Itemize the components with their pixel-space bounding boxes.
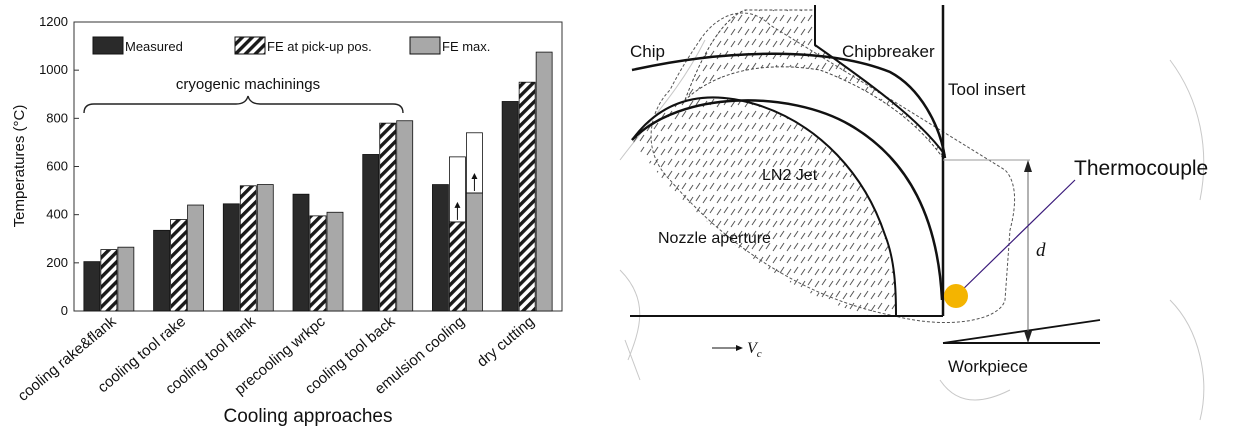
bar-1-2	[239, 185, 257, 312]
y-tick-label: 600	[46, 159, 68, 174]
bar-2-4	[396, 120, 414, 312]
bar-0-6	[501, 101, 519, 312]
label-workpiece: Workpiece	[948, 357, 1028, 376]
bar-0-3	[292, 193, 310, 312]
thermocouple-leader	[955, 179, 1076, 297]
velocity-arrow-head	[736, 345, 743, 351]
y-tick-label: 0	[61, 303, 68, 318]
y-tick-label: 1200	[39, 14, 68, 29]
bar-0-1	[153, 229, 170, 312]
label-chipbreaker: Chipbreaker	[842, 42, 935, 61]
legend-label-measured: Measured	[125, 39, 183, 54]
label-velocity: Vc	[747, 340, 762, 360]
chip-lower-edge	[631, 99, 944, 301]
bar-1-1	[170, 219, 187, 312]
thermocouple-marker	[944, 284, 968, 308]
cryogenic-annotation: cryogenic machinings	[176, 76, 320, 93]
range-box-2	[466, 132, 483, 194]
y-tick-label: 200	[46, 255, 68, 270]
dimension-arrow-bottom	[1024, 331, 1032, 343]
bar-2-5	[466, 192, 483, 312]
range-arrowhead-2	[471, 172, 478, 179]
ln2-jet-region	[632, 97, 896, 316]
bar-0-5	[432, 184, 449, 312]
legend-label-fe-pickup: FE at pick-up pos.	[267, 39, 372, 54]
bar-group	[83, 51, 553, 312]
y-tick-label: 1000	[39, 62, 68, 77]
bar-2-0	[117, 246, 135, 312]
nozzle-dashed-outline	[650, 12, 1015, 324]
legend-swatch-fe-max	[409, 36, 441, 55]
bar-2-2	[256, 184, 274, 312]
label-chip: Chip	[630, 42, 665, 61]
cryogenic-brace	[83, 95, 404, 114]
y-tick-label: 800	[46, 110, 68, 125]
label-distance-d: d	[1036, 240, 1046, 261]
bar-2-3	[326, 211, 344, 312]
dimension-arrow-top	[1024, 160, 1032, 172]
bar-1-6	[518, 81, 536, 312]
y-axis-ticks: 0 200 400 600 800 1000 1200	[39, 14, 79, 318]
bar-0-0	[83, 261, 101, 312]
legend-swatch-measured	[92, 36, 124, 55]
x-axis-label: Cooling approaches	[223, 406, 392, 427]
bar-2-1	[187, 204, 204, 312]
legend-swatch-fe-pickup	[234, 36, 266, 55]
chipbreaker-outline	[814, 5, 946, 156]
cutting-diagram: Chip Chipbreaker Tool insert Thermocoupl…	[619, 5, 1208, 421]
ln2-jet-outline	[631, 96, 897, 317]
bar-2-6	[535, 51, 553, 312]
legend-label-fe-max: FE max.	[442, 39, 490, 54]
legend: Measured FE at pick-up pos. FE max.	[92, 36, 490, 55]
label-thermocouple: Thermocouple	[1074, 157, 1208, 180]
range-arrowhead-1	[454, 201, 461, 208]
bar-0-2	[222, 203, 240, 312]
bar-1-5	[449, 221, 466, 312]
chip-upper-edge	[631, 52, 947, 159]
x-tick-label: dry cutting	[474, 313, 538, 371]
range-box-1	[449, 156, 466, 223]
y-axis-label: Temperatures (°C)	[11, 105, 28, 228]
bar-1-0	[100, 249, 118, 312]
workpiece-flank-line	[942, 319, 1101, 344]
label-tool-insert: Tool insert	[948, 80, 1026, 99]
bar-chart: 0 200 400 600 800 1000 1200 cooling rake&flank…	[11, 14, 563, 427]
y-tick-label: 400	[46, 207, 68, 222]
bar-0-4	[362, 154, 380, 312]
bar-1-3	[309, 215, 327, 312]
label-nozzle-aperture: Nozzle aperture	[658, 230, 771, 247]
bar-1-4	[379, 122, 397, 312]
label-ln2-jet: LN2 Jet	[762, 167, 818, 184]
